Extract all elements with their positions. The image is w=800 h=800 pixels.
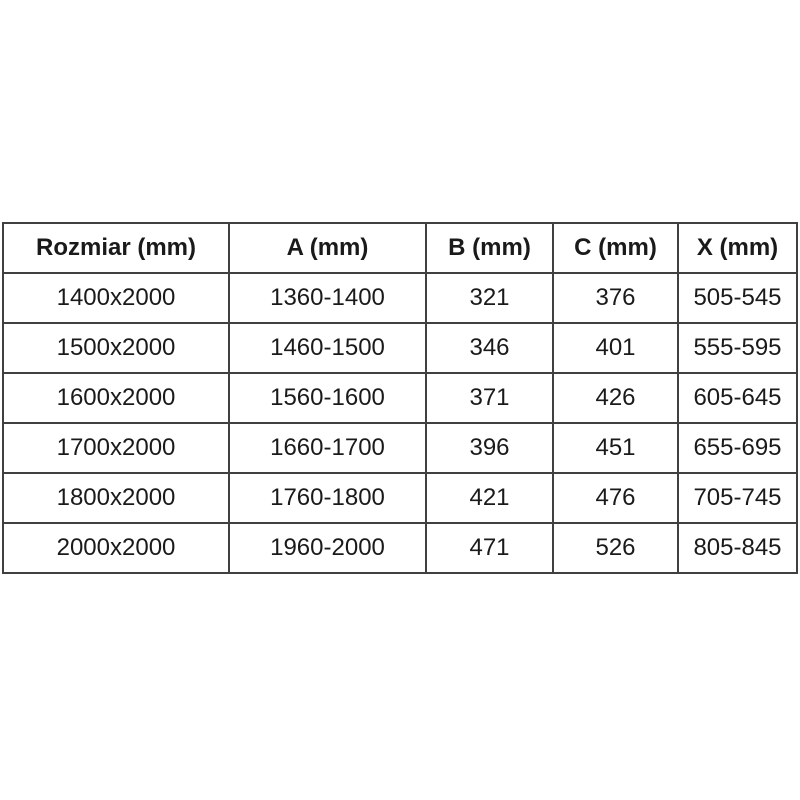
column-header-rozmiar: Rozmiar (mm) <box>2 222 230 274</box>
table-cell-c: 426 <box>552 372 679 424</box>
table-cell-x: 705-745 <box>677 472 798 524</box>
table-cell-x: 805-845 <box>677 522 798 574</box>
table-cell-b: 371 <box>425 372 554 424</box>
table-cell-c: 476 <box>552 472 679 524</box>
table-header-row: Rozmiar (mm) A (mm) B (mm) C (mm) X (mm) <box>2 222 798 274</box>
table-cell-a: 1760-1800 <box>228 472 427 524</box>
table-cell-a: 1960-2000 <box>228 522 427 574</box>
table-row: 1600x2000 1560-1600 371 426 605-645 <box>2 372 798 424</box>
column-header-x: X (mm) <box>677 222 798 274</box>
table-cell-c: 376 <box>552 272 679 324</box>
column-header-a: A (mm) <box>228 222 427 274</box>
table-cell-rozmiar: 1500x2000 <box>2 322 230 374</box>
table-cell-rozmiar: 1800x2000 <box>2 472 230 524</box>
table-cell-b: 471 <box>425 522 554 574</box>
table-cell-b: 421 <box>425 472 554 524</box>
column-header-c: C (mm) <box>552 222 679 274</box>
table-cell-b: 396 <box>425 422 554 474</box>
table-cell-c: 401 <box>552 322 679 374</box>
table-cell-rozmiar: 2000x2000 <box>2 522 230 574</box>
table-cell-b: 321 <box>425 272 554 324</box>
table-cell-b: 346 <box>425 322 554 374</box>
table-cell-x: 555-595 <box>677 322 798 374</box>
table-cell-x: 605-645 <box>677 372 798 424</box>
table-cell-c: 451 <box>552 422 679 474</box>
table-cell-c: 526 <box>552 522 679 574</box>
table-cell-rozmiar: 1600x2000 <box>2 372 230 424</box>
column-header-b: B (mm) <box>425 222 554 274</box>
table-cell-a: 1360-1400 <box>228 272 427 324</box>
table-row: 1500x2000 1460-1500 346 401 555-595 <box>2 322 798 374</box>
table-cell-a: 1460-1500 <box>228 322 427 374</box>
table-row: 2000x2000 1960-2000 471 526 805-845 <box>2 522 798 574</box>
table-row: 1400x2000 1360-1400 321 376 505-545 <box>2 272 798 324</box>
table-cell-a: 1560-1600 <box>228 372 427 424</box>
table-cell-rozmiar: 1700x2000 <box>2 422 230 474</box>
size-dimension-table: Rozmiar (mm) A (mm) B (mm) C (mm) X (mm)… <box>2 222 798 574</box>
table-cell-a: 1660-1700 <box>228 422 427 474</box>
table-row: 1800x2000 1760-1800 421 476 705-745 <box>2 472 798 524</box>
table-cell-x: 505-545 <box>677 272 798 324</box>
table-cell-rozmiar: 1400x2000 <box>2 272 230 324</box>
table-cell-x: 655-695 <box>677 422 798 474</box>
table-row: 1700x2000 1660-1700 396 451 655-695 <box>2 422 798 474</box>
